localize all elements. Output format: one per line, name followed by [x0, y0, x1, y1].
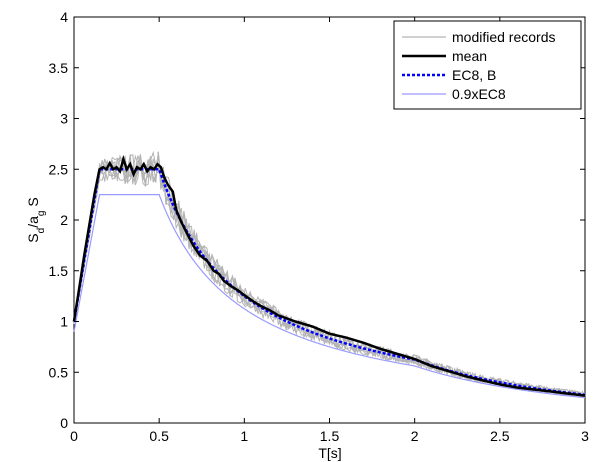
legend-label: EC8, B: [452, 67, 496, 83]
x-tick-label: 3: [581, 428, 589, 444]
y-tick-label: 3: [60, 111, 68, 127]
legend-label: mean: [452, 48, 487, 64]
x-tick-label: 0.5: [149, 428, 169, 444]
y-tick-label: 4: [60, 9, 68, 25]
series-layer: [72, 154, 586, 399]
y-axis-label: Sd/ag S: [25, 197, 47, 242]
y-tick-label: 1.5: [49, 263, 69, 279]
y-tick-label: 1: [60, 314, 68, 330]
legend-label: modified records: [452, 29, 556, 45]
legend: modified records mean EC8, B 0.9xEC8: [393, 20, 582, 110]
y-tick-label: 2: [60, 212, 68, 228]
series-line-mean: [72, 154, 586, 397]
x-axis-label: T[s]: [318, 445, 341, 461]
x-tick-label: 2: [411, 428, 419, 444]
x-tick-label: 2.5: [490, 428, 510, 444]
x-tick-label: 0: [70, 428, 78, 444]
y-tick-label: 0.5: [49, 364, 69, 380]
y-tick-label: 0: [60, 415, 68, 431]
x-tick-label: 1.5: [320, 428, 340, 444]
x-tick-label: 1: [240, 428, 248, 444]
axes-layer: 0 0.5 1 1.5 2 2.5 3 0 0.5 1 1.5 2 2.5 3 3.5 4: [49, 9, 590, 444]
y-tick-label: 2.5: [49, 161, 69, 177]
y-tick-label: 3.5: [49, 60, 69, 76]
series-line-0-9xec8: [73, 194, 586, 399]
series-line-ec8-b: [72, 168, 586, 397]
legend-label: 0.9xEC8: [452, 86, 506, 102]
y-axis-label-group: Sd/ag S: [25, 197, 47, 242]
